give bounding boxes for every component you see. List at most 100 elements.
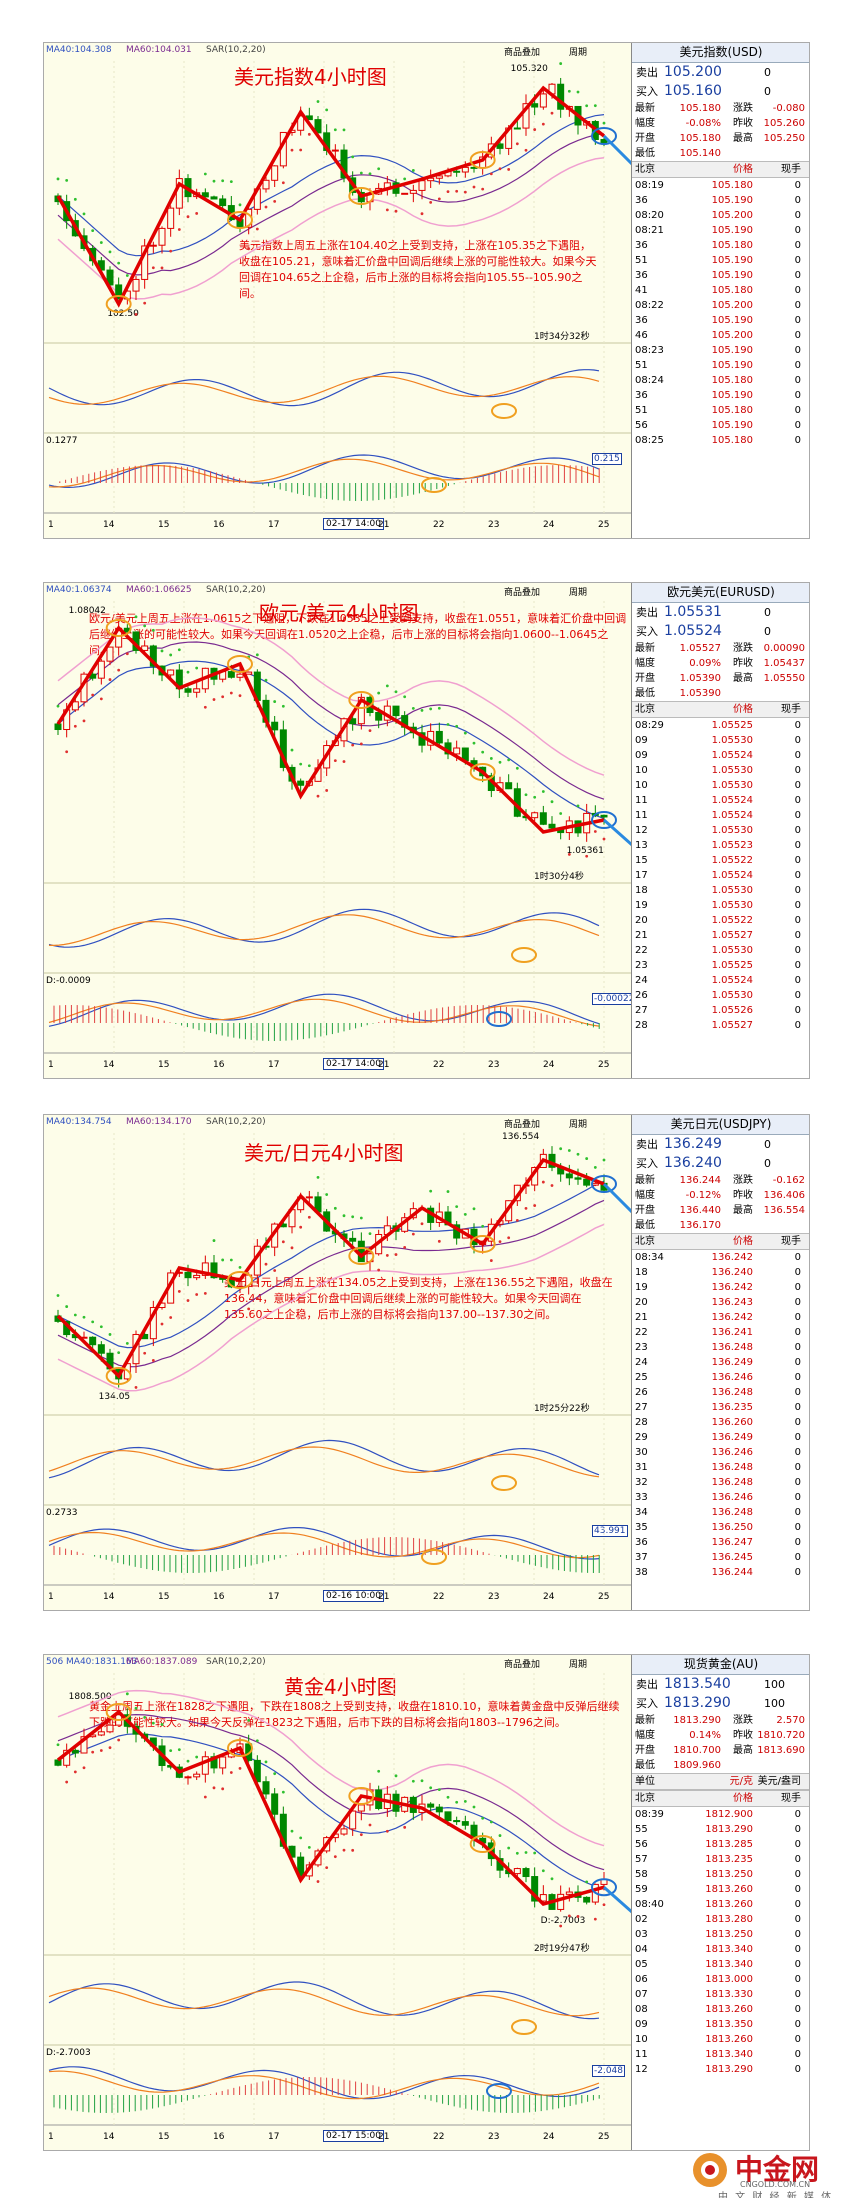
toolbar-button[interactable]: 周期 (569, 1660, 588, 1670)
tick-row: 22 1.05530 0 (632, 943, 809, 958)
highlight (421, 1549, 447, 1565)
x-tick-label: 23 (488, 1060, 500, 1070)
tick-row: 08:29 1.05525 0 (632, 718, 809, 733)
column-header: 北京 (635, 1793, 655, 1804)
candle-body (271, 1793, 279, 1815)
toolbar-button[interactable]: 商品叠加 (504, 588, 541, 598)
sar-dot (567, 1149, 571, 1152)
sar-dot (73, 1770, 77, 1774)
highlight (486, 1011, 512, 1027)
toolbar-button[interactable]: 周期 (569, 588, 588, 598)
candle-body (132, 278, 140, 292)
tick-cell: 26 (635, 1387, 648, 1398)
moving-average (57, 641, 605, 800)
tick-row: 11 1.05524 0 (632, 808, 809, 823)
x-tick-label: 16 (213, 2132, 225, 2142)
candle-body (149, 244, 157, 247)
tick-cell: 105.180 (711, 405, 753, 416)
tick-row: 09 1.05530 0 (632, 733, 809, 748)
tick-cell: 1.05530 (711, 990, 753, 1001)
sar-dot (307, 1845, 311, 1849)
tick-cell: 28 (635, 1417, 648, 1428)
tick-header: 北京 价格 现手 (632, 161, 809, 178)
candle-body (193, 1274, 201, 1279)
sar-dot (281, 1790, 285, 1794)
sar-dot (238, 1266, 242, 1269)
tick-cell: 26 (635, 990, 648, 1001)
sar-dot (290, 748, 294, 752)
column-header: 现手 (781, 1236, 801, 1247)
toolbar-button[interactable]: 商品叠加 (504, 1660, 541, 1670)
tick-cell: 36 (635, 315, 648, 326)
candle-body (184, 688, 192, 693)
tick-row: 32 136.248 0 (632, 1475, 809, 1490)
candle-body (591, 1182, 599, 1186)
tick-cell: 0 (794, 2064, 801, 2075)
candle-body (97, 1731, 105, 1736)
tick-cell: 07 (635, 1989, 648, 2000)
tick-row: 17 1.05524 0 (632, 868, 809, 883)
toolbar-button[interactable]: 商品叠加 (504, 1120, 541, 1130)
quote-name: 现货黄金(AU) (632, 1655, 809, 1675)
tick-cell: 0 (794, 945, 801, 956)
candle-body (513, 127, 521, 130)
candle-body (167, 207, 175, 229)
toolbar-button[interactable]: 周期 (569, 48, 588, 58)
tick-cell: 11 (635, 2049, 648, 2060)
tick-row: 03 1813.250 0 (632, 1927, 809, 1942)
sar-dot (307, 132, 311, 136)
tick-cell: 0 (794, 1929, 801, 1940)
stat-cell: 1.05390 (679, 673, 721, 684)
oscillator-line (48, 1446, 600, 1478)
stat-cell: 昨收 (733, 658, 753, 669)
sar-dot (299, 1225, 303, 1229)
toolbar-button[interactable]: 周期 (569, 1120, 588, 1130)
toolbar-button[interactable]: 商品叠加 (504, 48, 541, 58)
quote-stat: 最新 1813.290 涨跌 2.570 (632, 1713, 809, 1728)
tick-cell: 08:20 (635, 210, 664, 221)
tick-row: 58 1813.250 0 (632, 1867, 809, 1882)
unit-cell: 美元/盎司 (757, 1776, 801, 1787)
stat-cell: 最高 (733, 133, 753, 144)
indicator-value: D:-0.0009 (46, 976, 91, 986)
moving-average (57, 1180, 605, 1349)
candle-body (210, 1262, 218, 1279)
sar-dot (455, 1205, 459, 1209)
sar-dot (316, 794, 320, 798)
sar-dot (437, 197, 441, 201)
sar-dot (507, 758, 511, 762)
sar-dot (255, 1297, 259, 1300)
sar-dot (177, 1290, 181, 1293)
chart-graphics (44, 601, 701, 1054)
tick-cell: 136.248 (711, 1387, 753, 1398)
x-tick-label: 02-17 14:00 (323, 518, 384, 530)
stat-cell: 最高 (733, 673, 753, 684)
x-tick-label: 22 (433, 520, 445, 530)
sar-dot (108, 1333, 112, 1336)
sar-dot (593, 1166, 597, 1169)
stat-cell: 最低 (635, 1760, 655, 1771)
sar-dot (56, 1294, 60, 1297)
tick-cell: 1.05530 (711, 825, 753, 836)
x-tick-label: 25 (598, 1060, 610, 1070)
sar-dot (489, 1820, 493, 1824)
sar-dot (585, 1157, 589, 1160)
sar-dot (333, 128, 337, 132)
tick-row: 26 1.05530 0 (632, 988, 809, 1003)
tick-row: 27 136.235 0 (632, 1400, 809, 1415)
tick-cell: 02 (635, 1914, 648, 1925)
quote-stat: 开盘 136.440 最高 136.554 (632, 1203, 809, 1218)
tick-cell: 03 (635, 1929, 648, 1940)
sar-dot (229, 1771, 233, 1774)
macd-line (48, 2070, 600, 2100)
price-label: 1808.500 (68, 1691, 112, 1702)
indicator-value: 0.1277 (46, 436, 78, 446)
x-tick-label: 1 (48, 2132, 54, 2142)
tick-cell: 27 (635, 1005, 648, 1016)
tick-cell: 105.190 (711, 225, 753, 236)
tick-cell: 0 (794, 1869, 801, 1880)
sar-dot (489, 172, 493, 176)
sar-dot (498, 760, 502, 764)
tick-cell: 136.240 (711, 1267, 753, 1278)
sar-dot (264, 1262, 268, 1266)
